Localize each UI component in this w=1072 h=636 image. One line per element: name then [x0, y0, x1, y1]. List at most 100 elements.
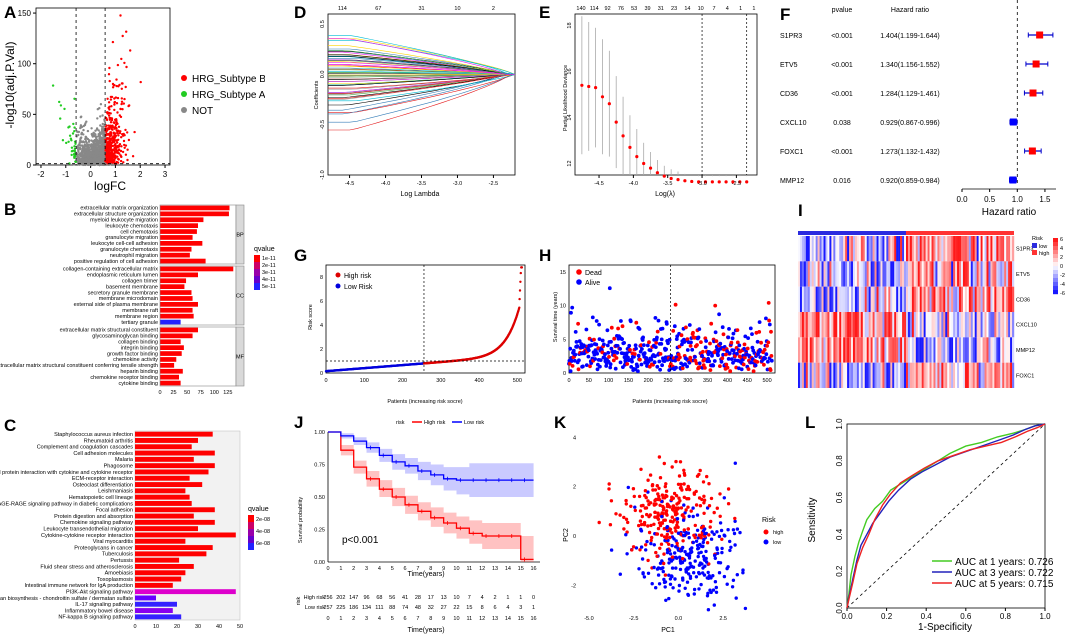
- h-point: [693, 355, 697, 359]
- a-point: [127, 104, 130, 108]
- h-point: [647, 340, 651, 345]
- a-point: [112, 149, 116, 152]
- k-point: [677, 589, 681, 593]
- i-cell: [949, 261, 952, 287]
- l-xtick-label: 0.8: [1000, 612, 1012, 621]
- e-frame: [574, 13, 758, 176]
- c-xtick-label: 10: [153, 624, 159, 630]
- forest-plot: S1PR3 <0.001 1.404(1.199-1.644)ETV5 <0.001 1…: [780, 0, 1056, 204]
- h-ytick-label: 5: [563, 337, 566, 343]
- i-cell: [809, 236, 812, 262]
- i-cell: [909, 286, 913, 312]
- k-legend-dot-high: [763, 529, 769, 535]
- b-term-label: chemokine receptor binding: [90, 375, 158, 381]
- i-cell: [807, 337, 810, 363]
- e-point: [697, 180, 701, 184]
- k-point: [702, 501, 706, 505]
- i-cell: [847, 286, 850, 312]
- a-point: [125, 65, 128, 69]
- l-xtick-label: 0.2: [881, 612, 893, 621]
- i-cell: [937, 236, 940, 262]
- i-cell: [854, 286, 858, 312]
- b-legend-swatch: [254, 255, 260, 262]
- d-top-tick: 10: [454, 6, 460, 12]
- i-cell: [970, 337, 973, 363]
- i-cell: [841, 261, 844, 287]
- h-legend-alive: Alive: [585, 280, 600, 287]
- j-risk-count: 3: [519, 605, 522, 611]
- h-point: [576, 321, 580, 326]
- k-point: [732, 531, 737, 536]
- e-point: [655, 171, 660, 175]
- h-point: [713, 330, 718, 335]
- i-cell: [935, 362, 938, 388]
- i-cell: [951, 312, 954, 338]
- k-point: [701, 524, 705, 529]
- a-point: [129, 49, 132, 52]
- i-cell: [917, 236, 920, 262]
- k-point: [663, 585, 667, 589]
- k-point: [725, 566, 729, 571]
- j-risk-count: 4: [481, 595, 484, 601]
- i-cell: [998, 236, 1001, 262]
- d-ytick-label: -0.5: [320, 120, 326, 129]
- i-cell: [1012, 286, 1015, 312]
- i-row-label: FOXC1: [1016, 373, 1034, 379]
- j-risk-count: 17: [428, 595, 434, 601]
- a-point: [118, 152, 121, 155]
- i-cell: [923, 312, 926, 338]
- h-point: [603, 352, 607, 357]
- i-cell: [998, 337, 1001, 363]
- e-point: [724, 180, 728, 184]
- roc-curves: 0.0 0.2 0.4 0.6 0.8 1.00.00.20.40.60.81.0: [835, 418, 1051, 621]
- i-cell: [851, 261, 854, 287]
- a-point: [108, 146, 112, 150]
- d-top-tick: 67: [375, 6, 381, 12]
- g-point: [519, 271, 522, 275]
- a-point: [92, 151, 96, 155]
- i-cell: [929, 362, 932, 388]
- k-point: [624, 502, 628, 506]
- k-point: [644, 548, 648, 552]
- h-point: [745, 346, 750, 351]
- j-risk-count: 4: [506, 605, 509, 611]
- k-point: [697, 570, 701, 575]
- i-cell: [851, 337, 854, 363]
- b-term-label: positive regulation of cell adhesion: [74, 259, 158, 265]
- k-point: [637, 494, 642, 499]
- k-point: [676, 525, 680, 529]
- a-point: [105, 130, 108, 133]
- a-point: [80, 159, 83, 163]
- i-cell: [1004, 337, 1007, 363]
- i-cell: [929, 261, 932, 287]
- k-point: [674, 494, 679, 498]
- b-facet-strip: [235, 265, 245, 326]
- b-term-label: glycosaminoglycan binding: [92, 334, 158, 340]
- a-point: [113, 144, 117, 147]
- g-ytick-label: 2: [320, 347, 323, 353]
- c-bar: [135, 545, 213, 550]
- i-cell: [813, 362, 816, 388]
- a-point: [101, 151, 105, 154]
- i-cell: [815, 286, 818, 312]
- j-risk-count: 48: [415, 605, 421, 611]
- i-cell: [986, 337, 989, 363]
- h-point: [656, 318, 661, 323]
- a-point: [84, 144, 87, 147]
- i-cell: [841, 337, 844, 363]
- i-cell: [990, 312, 993, 338]
- h-point: [568, 369, 573, 373]
- a-point: [100, 132, 103, 135]
- e-xtick-label: -4.5: [594, 181, 603, 187]
- a-point: [69, 137, 73, 140]
- a-point: [76, 154, 79, 157]
- k-point: [706, 570, 710, 575]
- i-cell: [888, 337, 891, 363]
- j-table-xtick: 3: [365, 616, 368, 622]
- a-point: [96, 152, 99, 155]
- h-point: [653, 316, 658, 320]
- i-cell: [966, 362, 970, 388]
- k-point: [632, 494, 636, 499]
- i-cell: [841, 312, 844, 338]
- a-point: [94, 149, 97, 152]
